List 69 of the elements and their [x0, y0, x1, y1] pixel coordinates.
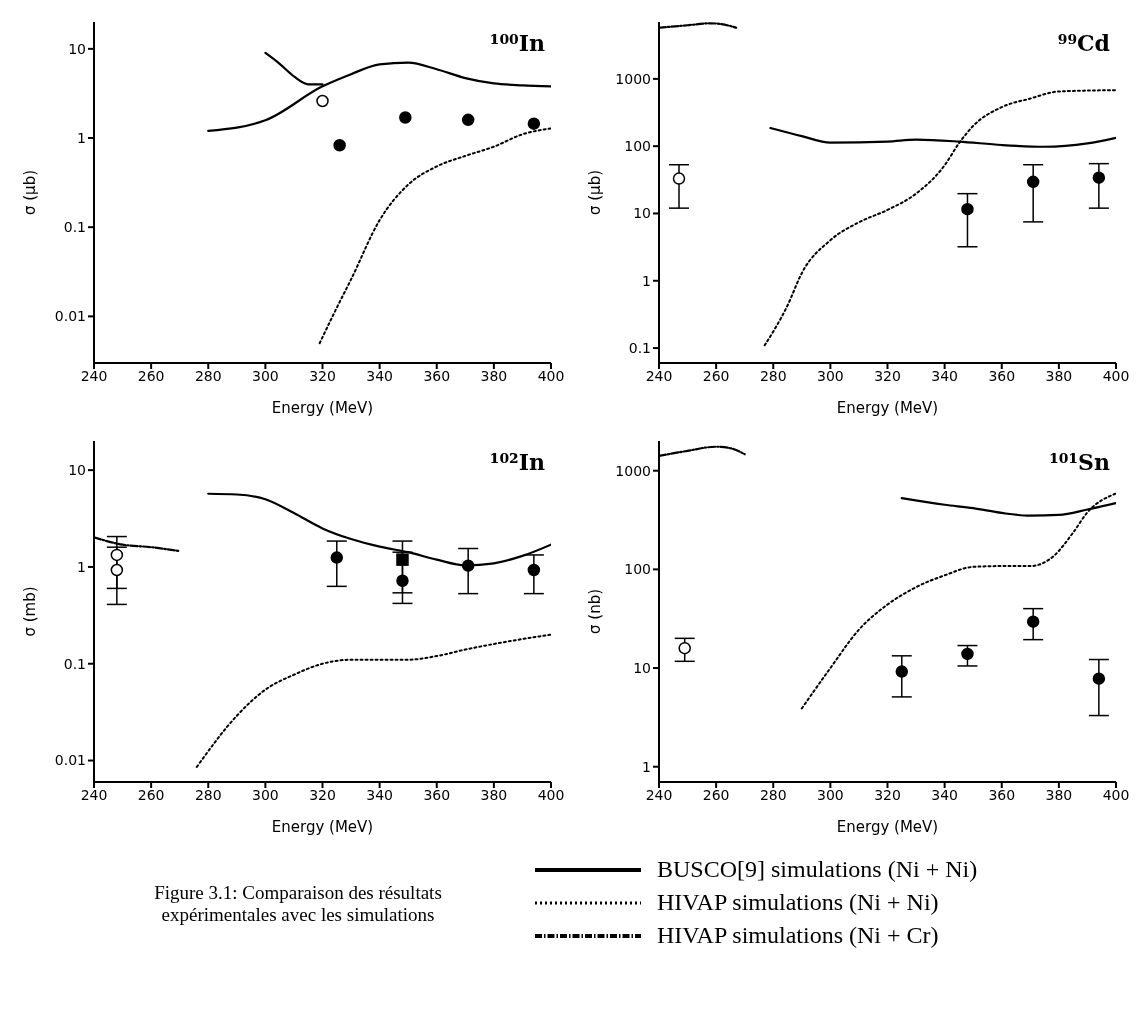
- x-tick-label: 260: [137, 367, 165, 384]
- x-tick-label: 340: [366, 367, 393, 384]
- x-tick-label: 320: [309, 367, 336, 384]
- chart-title: ⁹⁹Cd: [1057, 30, 1110, 56]
- x-tick-label: 300: [252, 367, 279, 384]
- x-tick-label: 240: [645, 786, 673, 803]
- x-tick-label: 280: [759, 367, 787, 384]
- x-tick-label: 260: [702, 367, 730, 384]
- y-tick-label: 0.1: [63, 655, 86, 672]
- x-tick-label: 400: [1102, 786, 1130, 803]
- x-axis-title: Energy (MeV): [271, 399, 374, 417]
- x-axis-title: Energy (MeV): [836, 399, 939, 417]
- x-tick-label: 240: [80, 786, 108, 803]
- y-tick-label: 1: [642, 758, 651, 775]
- x-tick-label: 380: [1045, 367, 1073, 384]
- x-tick-label: 340: [366, 786, 393, 803]
- x-tick-label: 280: [194, 786, 222, 803]
- y-tick-label: 10: [633, 205, 651, 222]
- y-axis-title: σ (μb): [21, 169, 40, 216]
- x-tick-label: 360: [988, 367, 1016, 384]
- chart-title: ¹⁰¹Sn: [1049, 449, 1110, 475]
- x-axis-title: Energy (MeV): [271, 818, 374, 836]
- x-tick-label: 380: [1045, 786, 1073, 803]
- x-tick-label: 360: [988, 786, 1016, 803]
- x-tick-label: 280: [759, 786, 787, 803]
- y-tick-label: 10: [68, 462, 86, 479]
- x-axis-title: Energy (MeV): [836, 818, 939, 836]
- x-tick-label: 400: [537, 786, 565, 803]
- legend-label: HIVAP simulations (Ni + Ni): [657, 889, 939, 916]
- y-tick-label: 0.01: [54, 308, 86, 325]
- y-tick-label: 1000: [615, 70, 651, 87]
- y-axis-title: σ (μb): [586, 169, 605, 216]
- y-tick-label: 1: [642, 272, 651, 289]
- chart-title: ¹⁰⁰In: [489, 30, 545, 56]
- x-tick-label: 360: [423, 367, 451, 384]
- y-tick-label: 100: [624, 561, 651, 578]
- x-tick-label: 300: [252, 786, 279, 803]
- y-tick-label: 1000: [615, 462, 651, 479]
- x-tick-label: 280: [194, 367, 222, 384]
- y-axis-title: σ (nb): [586, 588, 605, 635]
- y-tick-label: 1: [77, 558, 86, 575]
- x-tick-label: 320: [874, 786, 901, 803]
- x-tick-label: 380: [480, 367, 508, 384]
- y-tick-label: 10: [633, 660, 651, 677]
- chart-title: ¹⁰²In: [489, 449, 545, 475]
- y-tick-label: 10: [68, 40, 86, 57]
- legend-label: BUSCO[9] simulations (Ni + Ni): [657, 856, 978, 883]
- x-tick-label: 340: [931, 367, 958, 384]
- y-tick-label: 100: [624, 138, 651, 155]
- x-tick-label: 360: [423, 786, 451, 803]
- y-tick-label: 0.01: [54, 752, 86, 769]
- x-tick-label: 340: [931, 786, 958, 803]
- x-tick-label: 240: [80, 367, 108, 384]
- x-tick-label: 240: [645, 367, 673, 384]
- x-tick-label: 380: [480, 786, 508, 803]
- y-tick-label: 0.1: [63, 219, 86, 236]
- x-tick-label: 320: [874, 367, 901, 384]
- x-tick-label: 400: [537, 367, 565, 384]
- y-axis-title: σ (mb): [21, 586, 40, 637]
- x-tick-label: 320: [309, 786, 336, 803]
- x-tick-label: 260: [702, 786, 730, 803]
- legend-label: HIVAP simulations (Ni + Cr): [657, 922, 939, 949]
- x-tick-label: 300: [817, 367, 844, 384]
- y-tick-label: 0.1: [628, 340, 651, 357]
- x-tick-label: 400: [1102, 367, 1130, 384]
- caption: Figure 3.1: Comparaison des résultats expérimentales avec les simulations: [153, 882, 443, 926]
- y-tick-label: 1: [77, 129, 86, 146]
- x-tick-label: 300: [817, 786, 844, 803]
- x-tick-label: 260: [137, 786, 165, 803]
